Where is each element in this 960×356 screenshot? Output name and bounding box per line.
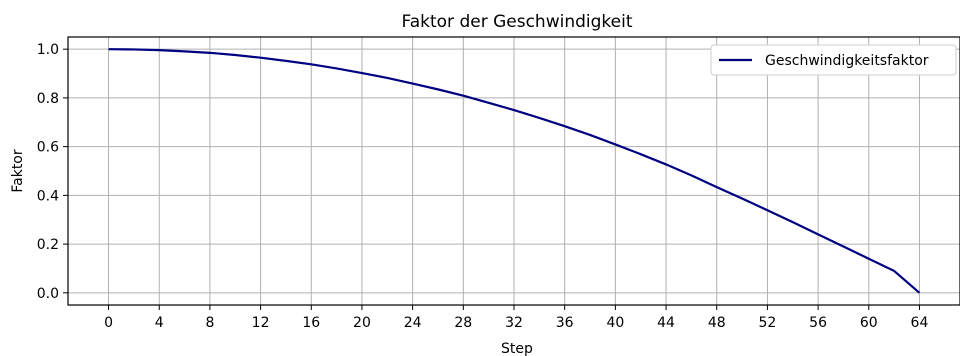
x-tick-label: 60 (860, 315, 878, 331)
y-tick-label: 0.0 (37, 286, 59, 302)
y-tick-label: 0.6 (37, 140, 59, 156)
x-tick-label: 24 (404, 315, 422, 331)
x-axis-label: Step (501, 341, 533, 356)
x-tick-label: 16 (302, 315, 320, 331)
series-line-geschwindigkeitsfaktor (108, 48, 921, 294)
x-tick-label: 56 (809, 315, 827, 331)
x-tick-label: 20 (353, 315, 371, 331)
y-tick-label: 0.2 (37, 237, 59, 253)
x-tick-label: 48 (708, 315, 726, 331)
grid (68, 37, 960, 305)
x-tick-label: 12 (252, 315, 270, 331)
x-tick-label: 44 (657, 315, 675, 331)
y-tick-label: 0.8 (37, 91, 59, 107)
y-tick-label: 1.0 (37, 42, 59, 58)
legend-entry-label: Geschwindigkeitsfaktor (765, 53, 929, 69)
x-tick-label: 4 (155, 315, 164, 331)
x-tick-label: 8 (205, 315, 214, 331)
x-tick-label: 64 (911, 315, 929, 331)
x-tick-label: 52 (758, 315, 776, 331)
x-tick-label: 40 (606, 315, 624, 331)
chart-title: Faktor der Geschwindigkeit (402, 12, 633, 32)
y-tick-label: 0.4 (37, 188, 59, 204)
x-tick-label: 28 (454, 315, 472, 331)
ticks: 0 4 8 12 16 20 24 28 32 36 40 44 48 52 56 60 640.00.20.4… (37, 42, 929, 331)
legend-box (710, 44, 957, 76)
y-axis-label: Faktor (10, 149, 26, 193)
legend: Geschwindigkeitsfaktor (710, 44, 957, 76)
x-tick-label: 0 (104, 315, 113, 331)
x-tick-label: 32 (505, 315, 523, 331)
x-tick-label: 36 (556, 315, 574, 331)
